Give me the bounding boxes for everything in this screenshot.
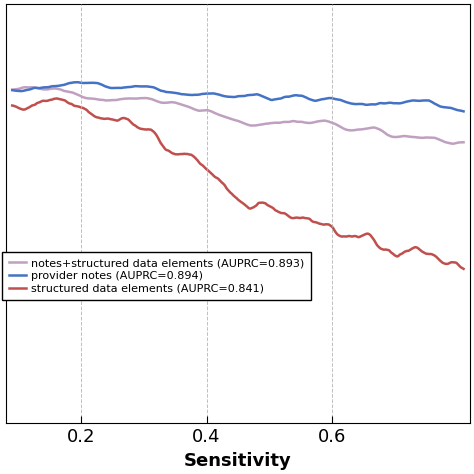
X-axis label: Sensitivity: Sensitivity bbox=[184, 452, 292, 470]
structured data elements (AUPRC=0.841) bbox=[451, 259, 456, 265]
provider notes (AUPRC=0.894) bbox=[225, 94, 230, 100]
provider notes (AUPRC=0.894) bbox=[255, 91, 260, 97]
provider notes (AUPRC=0.894) bbox=[451, 106, 456, 112]
structured data elements (AUPRC=0.841) bbox=[228, 190, 233, 195]
provider notes (AUPRC=0.894) bbox=[380, 100, 386, 106]
provider notes (AUPRC=0.894) bbox=[228, 94, 233, 100]
notes+structured data elements (AUPRC=0.893) bbox=[380, 129, 386, 135]
structured data elements (AUPRC=0.841) bbox=[380, 246, 386, 252]
notes+structured data elements (AUPRC=0.893) bbox=[9, 87, 15, 92]
notes+structured data elements (AUPRC=0.893) bbox=[255, 122, 260, 128]
Line: provider notes (AUPRC=0.894): provider notes (AUPRC=0.894) bbox=[12, 82, 464, 111]
notes+structured data elements (AUPRC=0.893) bbox=[279, 119, 284, 125]
Line: structured data elements (AUPRC=0.841): structured data elements (AUPRC=0.841) bbox=[12, 99, 464, 269]
provider notes (AUPRC=0.894) bbox=[74, 79, 80, 85]
structured data elements (AUPRC=0.841) bbox=[225, 187, 230, 192]
structured data elements (AUPRC=0.841) bbox=[461, 266, 466, 272]
Legend: notes+structured data elements (AUPRC=0.893), provider notes (AUPRC=0.894), stru: notes+structured data elements (AUPRC=0.… bbox=[2, 252, 311, 301]
notes+structured data elements (AUPRC=0.893) bbox=[228, 116, 233, 121]
structured data elements (AUPRC=0.841) bbox=[54, 96, 59, 101]
notes+structured data elements (AUPRC=0.893) bbox=[452, 141, 457, 146]
structured data elements (AUPRC=0.841) bbox=[255, 201, 260, 207]
notes+structured data elements (AUPRC=0.893) bbox=[461, 139, 466, 145]
provider notes (AUPRC=0.894) bbox=[461, 109, 466, 114]
structured data elements (AUPRC=0.841) bbox=[279, 210, 284, 216]
Line: notes+structured data elements (AUPRC=0.893): notes+structured data elements (AUPRC=0.… bbox=[12, 87, 464, 144]
notes+structured data elements (AUPRC=0.893) bbox=[23, 84, 28, 90]
provider notes (AUPRC=0.894) bbox=[279, 95, 284, 101]
notes+structured data elements (AUPRC=0.893) bbox=[450, 141, 456, 146]
provider notes (AUPRC=0.894) bbox=[9, 87, 15, 93]
notes+structured data elements (AUPRC=0.893) bbox=[225, 115, 230, 120]
structured data elements (AUPRC=0.841) bbox=[9, 103, 15, 109]
